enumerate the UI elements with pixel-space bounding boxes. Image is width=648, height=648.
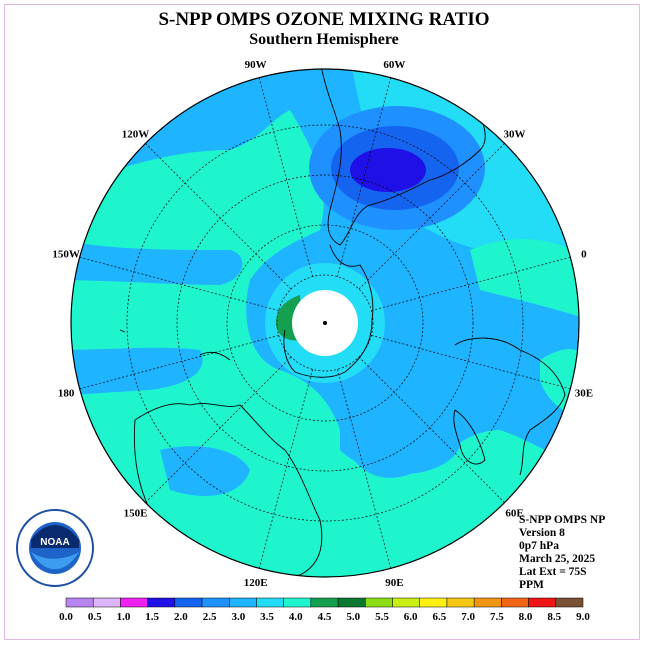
map-title: S-NPP OMPS OZONE MIXING RATIO <box>158 9 490 30</box>
colorbar-swatch <box>283 597 312 608</box>
info-units: PPM <box>519 579 544 591</box>
longitude-label: 30W <box>504 128 526 140</box>
colorbar-swatch <box>419 597 448 608</box>
noaa-logo: NOAA <box>16 509 94 587</box>
colorbar: 0.0 0.5 1.0 1.5 2.0 2.5 3.0 3.5 4.0 4.5 5.0 5.5 6.0 6… <box>59 597 590 623</box>
colorbar-swatch <box>229 597 257 608</box>
colorbar-tick-label: 6.0 <box>404 611 418 623</box>
colorbar-tick-label: 4.5 <box>318 611 332 623</box>
colorbar-tick-label: 0.5 <box>88 611 102 623</box>
colorbar-tick-label: 4.0 <box>289 611 303 623</box>
colorbar-swatch <box>446 597 475 608</box>
info-lat-ext: Lat Ext = 75S <box>519 566 587 578</box>
info-instrument: S-NPP OMPS NP <box>519 514 606 526</box>
colorbar-tick-label: 3.0 <box>231 611 245 623</box>
longitude-label: 120E <box>244 577 268 589</box>
field-tongue-sw <box>160 446 250 496</box>
south-pole-marker <box>323 321 327 325</box>
colorbar-swatch <box>501 597 529 608</box>
colorbar-tick-label: 9.0 <box>576 611 590 623</box>
map-subtitle: Southern Hemisphere <box>249 31 399 48</box>
colorbar-swatch <box>310 597 339 608</box>
map-boundary <box>70 68 580 578</box>
colorbar-tick-label: 1.0 <box>117 611 131 623</box>
noaa-logo-text: NOAA <box>40 537 69 548</box>
colorbar-swatch <box>120 597 148 608</box>
info-version: Version 8 <box>519 527 565 539</box>
colorbar-swatch <box>555 597 584 608</box>
field-band-15-20 <box>350 148 426 192</box>
colorbar-swatch <box>392 597 420 608</box>
colorbar-tick-label: 0.0 <box>59 611 73 623</box>
colorbar-tick-label: 7.5 <box>490 611 504 623</box>
longitude-label: 90E <box>385 577 403 589</box>
colorbar-swatch <box>365 597 393 608</box>
graticule <box>79 77 571 569</box>
longitude-label: 120W <box>122 128 150 140</box>
info-panel: S-NPP OMPS NP Version 8 0p7 hPa March 25… <box>519 514 605 592</box>
colorbar-tick-label: 3.5 <box>260 611 274 623</box>
colorbar-swatch <box>147 597 176 608</box>
longitude-label: 60E <box>505 508 523 520</box>
info-pressure: 0p7 hPa <box>519 540 559 552</box>
colorbar-tick-label: 1.5 <box>145 611 159 623</box>
colorbar-swatch <box>528 597 557 608</box>
colorbar-swatch <box>256 597 284 608</box>
longitude-label: 60W <box>383 59 405 71</box>
image-frame <box>4 4 640 640</box>
longitude-label: 30E <box>575 387 593 399</box>
info-date: March 25, 2025 <box>519 553 596 565</box>
colorbar-tick-label: 2.5 <box>203 611 217 623</box>
field-tongue-west <box>71 240 243 285</box>
longitude-label: 90W <box>245 59 267 71</box>
field-tongue-180 <box>71 347 203 395</box>
colorbar-swatch <box>65 597 94 608</box>
longitude-label: 150W <box>52 249 80 261</box>
colorbar-tick-label: 8.0 <box>519 611 533 623</box>
field-teal-east <box>470 239 579 320</box>
field-tongue-east <box>340 415 461 474</box>
colorbar-tick-label: 7.0 <box>461 611 475 623</box>
longitude-label: 150E <box>124 508 148 520</box>
colorbar-tick-label: 2.0 <box>174 611 188 623</box>
colorbar-tick-label: 5.0 <box>346 611 360 623</box>
colorbar-swatch <box>174 597 203 608</box>
colorbar-swatch <box>473 597 502 608</box>
colorbar-swatch <box>201 597 230 608</box>
longitude-label: 0 <box>581 249 587 261</box>
colorbar-tick-label: 8.5 <box>547 611 561 623</box>
colorbar-tick-label: 6.5 <box>433 611 447 623</box>
colorbar-swatch <box>337 597 366 608</box>
longitude-labels: 90W 60W 30W 0 30E 60E 90E 120E 150E 180 150W 120W <box>52 59 593 589</box>
colorbar-tick-label: 5.5 <box>375 611 389 623</box>
longitude-label: 180 <box>58 387 75 399</box>
colorbar-swatch <box>92 597 121 608</box>
